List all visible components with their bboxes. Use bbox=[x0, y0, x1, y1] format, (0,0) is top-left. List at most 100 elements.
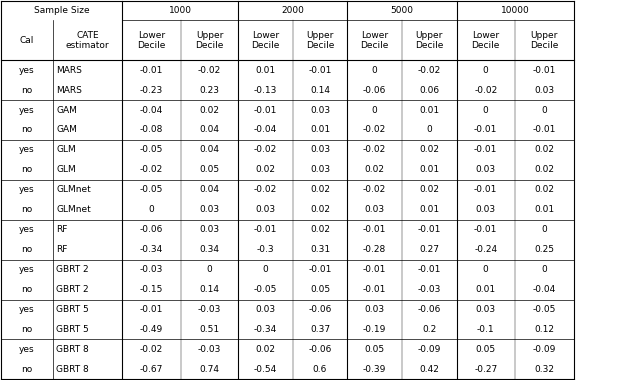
Text: -0.01: -0.01 bbox=[532, 66, 556, 74]
Text: no: no bbox=[21, 365, 33, 374]
Text: 0.03: 0.03 bbox=[476, 305, 496, 314]
Text: -0.3: -0.3 bbox=[257, 245, 274, 254]
Text: -0.09: -0.09 bbox=[417, 345, 441, 354]
Text: -0.02: -0.02 bbox=[140, 345, 163, 354]
Text: -0.04: -0.04 bbox=[254, 125, 277, 135]
Text: -0.03: -0.03 bbox=[140, 265, 163, 274]
Text: 0.01: 0.01 bbox=[476, 285, 496, 294]
Text: 0.04: 0.04 bbox=[200, 185, 220, 194]
Text: -0.06: -0.06 bbox=[308, 345, 332, 354]
Text: -0.01: -0.01 bbox=[474, 225, 497, 234]
Text: RF: RF bbox=[56, 225, 68, 234]
Text: GBRT 8: GBRT 8 bbox=[56, 345, 89, 354]
Text: -0.06: -0.06 bbox=[363, 86, 387, 95]
Text: 0.03: 0.03 bbox=[200, 205, 220, 214]
Text: Cal: Cal bbox=[20, 36, 34, 45]
Text: GBRT 5: GBRT 5 bbox=[56, 305, 89, 314]
Text: 0.04: 0.04 bbox=[200, 146, 220, 154]
Text: Upper
Decile: Upper Decile bbox=[195, 30, 224, 50]
Text: RF: RF bbox=[56, 245, 68, 254]
Text: -0.06: -0.06 bbox=[417, 305, 441, 314]
Text: -0.02: -0.02 bbox=[363, 146, 386, 154]
Text: -0.08: -0.08 bbox=[140, 125, 163, 135]
Text: 0.03: 0.03 bbox=[365, 205, 385, 214]
Text: -0.01: -0.01 bbox=[253, 106, 277, 114]
Text: 0.06: 0.06 bbox=[419, 86, 439, 95]
Text: 1000: 1000 bbox=[169, 6, 191, 15]
Text: 0: 0 bbox=[541, 265, 547, 274]
Text: -0.06: -0.06 bbox=[140, 225, 163, 234]
Text: no: no bbox=[21, 245, 33, 254]
Text: -0.05: -0.05 bbox=[140, 146, 163, 154]
Text: GAM: GAM bbox=[56, 106, 77, 114]
Text: GLMnet: GLMnet bbox=[56, 205, 91, 214]
Text: 0.74: 0.74 bbox=[200, 365, 220, 374]
Text: 0: 0 bbox=[372, 66, 378, 74]
Text: 0.31: 0.31 bbox=[310, 245, 330, 254]
Text: MARS: MARS bbox=[56, 66, 82, 74]
Text: 0.02: 0.02 bbox=[200, 106, 220, 114]
Text: no: no bbox=[21, 125, 33, 135]
Text: 0.02: 0.02 bbox=[419, 185, 439, 194]
Text: -0.39: -0.39 bbox=[363, 365, 387, 374]
Text: yes: yes bbox=[19, 265, 35, 274]
Text: 0: 0 bbox=[426, 125, 432, 135]
Text: Upper
Decile: Upper Decile bbox=[530, 30, 558, 50]
Text: -0.34: -0.34 bbox=[140, 245, 163, 254]
Text: 0.02: 0.02 bbox=[534, 165, 554, 174]
Text: -0.54: -0.54 bbox=[254, 365, 277, 374]
Text: -0.01: -0.01 bbox=[140, 66, 163, 74]
Text: 0.03: 0.03 bbox=[255, 205, 275, 214]
Text: -0.01: -0.01 bbox=[363, 225, 387, 234]
Text: -0.01: -0.01 bbox=[532, 125, 556, 135]
Text: -0.03: -0.03 bbox=[198, 305, 221, 314]
Text: 0.01: 0.01 bbox=[419, 165, 439, 174]
Text: 0.2: 0.2 bbox=[422, 325, 436, 334]
Text: -0.01: -0.01 bbox=[417, 225, 441, 234]
Text: -0.67: -0.67 bbox=[140, 365, 163, 374]
Text: -0.03: -0.03 bbox=[198, 345, 221, 354]
Text: -0.02: -0.02 bbox=[363, 185, 386, 194]
Text: MARS: MARS bbox=[56, 86, 82, 95]
Text: 0.01: 0.01 bbox=[255, 66, 275, 74]
Text: 0.03: 0.03 bbox=[310, 165, 330, 174]
Text: 5000: 5000 bbox=[390, 6, 413, 15]
Text: 0.01: 0.01 bbox=[419, 205, 439, 214]
Text: -0.01: -0.01 bbox=[417, 265, 441, 274]
Text: 0.14: 0.14 bbox=[200, 285, 220, 294]
Text: -0.01: -0.01 bbox=[474, 125, 497, 135]
Text: -0.09: -0.09 bbox=[532, 345, 556, 354]
Text: 0.02: 0.02 bbox=[365, 165, 385, 174]
Text: no: no bbox=[21, 205, 33, 214]
Text: yes: yes bbox=[19, 146, 35, 154]
Text: 0.01: 0.01 bbox=[419, 106, 439, 114]
Text: 0.03: 0.03 bbox=[310, 146, 330, 154]
Text: 0.03: 0.03 bbox=[200, 225, 220, 234]
Text: 0.03: 0.03 bbox=[476, 165, 496, 174]
Text: 0: 0 bbox=[483, 66, 488, 74]
Text: Sample Size: Sample Size bbox=[33, 6, 89, 15]
Text: -0.05: -0.05 bbox=[253, 285, 277, 294]
Text: GLMnet: GLMnet bbox=[56, 185, 91, 194]
Text: -0.01: -0.01 bbox=[474, 146, 497, 154]
Text: -0.01: -0.01 bbox=[308, 265, 332, 274]
Text: -0.04: -0.04 bbox=[140, 106, 163, 114]
Text: 0.6: 0.6 bbox=[313, 365, 327, 374]
Text: -0.01: -0.01 bbox=[140, 305, 163, 314]
Text: -0.34: -0.34 bbox=[254, 325, 277, 334]
Text: 0.03: 0.03 bbox=[255, 305, 275, 314]
Text: 0.27: 0.27 bbox=[419, 245, 439, 254]
Text: 0: 0 bbox=[148, 205, 154, 214]
Text: -0.01: -0.01 bbox=[253, 225, 277, 234]
Text: 0.02: 0.02 bbox=[310, 185, 330, 194]
Text: yes: yes bbox=[19, 225, 35, 234]
Text: 0: 0 bbox=[541, 225, 547, 234]
Text: GLM: GLM bbox=[56, 165, 76, 174]
Text: -0.01: -0.01 bbox=[474, 185, 497, 194]
Text: -0.19: -0.19 bbox=[363, 325, 387, 334]
Text: -0.15: -0.15 bbox=[140, 285, 163, 294]
Text: Upper
Decile: Upper Decile bbox=[415, 30, 444, 50]
Text: Upper
Decile: Upper Decile bbox=[306, 30, 334, 50]
Text: CATE
estimator: CATE estimator bbox=[66, 30, 109, 50]
Text: -0.23: -0.23 bbox=[140, 86, 163, 95]
